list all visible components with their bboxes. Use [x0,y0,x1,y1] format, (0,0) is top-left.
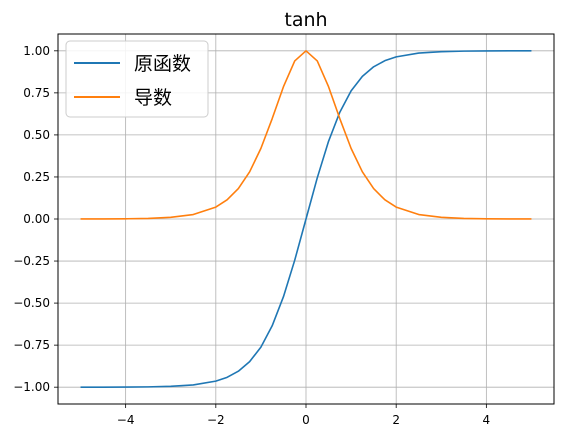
y-tick-label: −1.00 [13,380,50,394]
y-tick-label: 1.00 [23,44,50,58]
x-ticks: −4 −2 0 2 4 [117,404,490,427]
y-tick-label: 0.50 [23,128,50,142]
series-group [80,50,532,388]
y-ticks: 1.00 0.75 0.50 0.25 0.00 −0.25 −0.50 −0.75 −1.00 [13,44,58,394]
x-tick-label: −4 [117,413,135,427]
y-tick-label: 0.75 [23,86,50,100]
y-tick-label: −0.25 [13,254,50,268]
x-tick-label: 4 [483,413,491,427]
y-tick-label: 0.25 [23,170,50,184]
y-tick-label: −0.50 [13,296,50,310]
series-line-2 [80,50,532,220]
legend-label: 导数 [134,87,172,109]
x-tick-label: −2 [207,413,225,427]
x-tick-label: 2 [392,413,400,427]
legend-label: 原函数 [134,53,191,75]
y-tick-label: −0.75 [13,338,50,352]
chart-title: tanh [284,9,327,31]
x-tick-label: 0 [302,413,310,427]
series-line-1 [80,50,532,388]
y-tick-label: 0.00 [23,212,50,226]
